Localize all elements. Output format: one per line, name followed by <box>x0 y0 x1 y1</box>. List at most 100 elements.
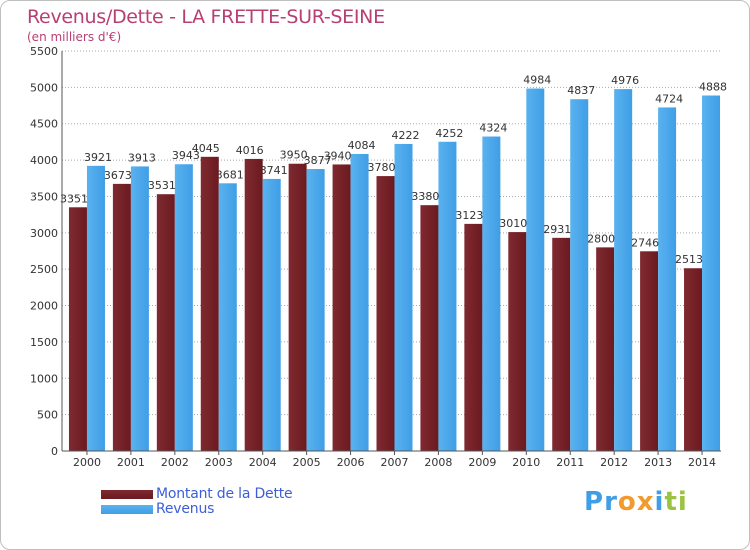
data-label-dette: 3380 <box>411 190 439 203</box>
x-tick-label: 2002 <box>161 456 189 469</box>
bar-revenus <box>218 183 237 452</box>
logo-letter: x <box>636 487 655 517</box>
data-label-dette: 3940 <box>324 149 352 162</box>
bar-revenus <box>482 136 501 451</box>
data-label-revenus: 3877 <box>304 154 332 167</box>
legend-swatch-revenus <box>101 505 153 514</box>
logo-letter: P <box>584 487 605 517</box>
y-tick-label: 0 <box>51 445 58 458</box>
x-tick-label: 2003 <box>205 456 233 469</box>
data-label-dette: 3950 <box>280 149 308 162</box>
x-tick-label: 2011 <box>556 456 584 469</box>
data-label-dette: 2800 <box>587 232 615 245</box>
bar-dette <box>464 223 483 451</box>
bar-revenus <box>174 164 193 451</box>
data-label-revenus: 4324 <box>479 122 507 135</box>
data-label-dette: 3531 <box>148 179 176 192</box>
bar-dette <box>156 194 175 451</box>
bar-dette <box>332 164 351 452</box>
y-tick-label: 500 <box>37 409 58 422</box>
data-label-dette: 4016 <box>236 144 264 157</box>
bar-revenus <box>86 165 105 451</box>
x-tick-label: 2005 <box>293 456 321 469</box>
data-label-dette: 4045 <box>192 142 220 155</box>
data-label-revenus: 4084 <box>348 139 376 152</box>
bar-revenus <box>658 107 677 451</box>
logo-letter: r <box>604 487 618 517</box>
bar-revenus <box>702 95 721 451</box>
bar-dette <box>112 183 131 451</box>
bars <box>68 88 721 452</box>
proxiti-logo: Proxiti <box>584 487 688 517</box>
legend-label-dette: Montant de la Dette <box>156 486 293 502</box>
x-tick-label: 2012 <box>600 456 628 469</box>
bar-revenus <box>262 178 281 451</box>
logo-letter: i <box>654 487 665 517</box>
y-tick-label: 3500 <box>30 190 58 203</box>
bar-dette <box>596 247 615 451</box>
y-tick-label: 1500 <box>30 336 58 349</box>
bar-revenus <box>350 153 369 451</box>
bar-dette <box>420 205 439 451</box>
bar-dette <box>288 163 307 451</box>
chart-subtitle: (en milliers d'€) <box>27 30 122 44</box>
data-label-revenus: 3943 <box>172 149 200 162</box>
data-label-dette: 2931 <box>543 223 571 236</box>
bar-revenus <box>614 89 633 451</box>
data-label-dette: 3673 <box>104 169 132 182</box>
chart-title: Revenus/Dette - LA FRETTE-SUR-SEINE <box>27 6 385 28</box>
data-label-dette: 3123 <box>455 209 483 222</box>
x-tick-label: 2000 <box>73 456 101 469</box>
data-label-dette: 2513 <box>675 253 703 266</box>
bar-revenus <box>130 166 149 451</box>
data-label-revenus: 4837 <box>567 84 595 97</box>
bar-revenus <box>570 99 589 451</box>
data-label-dette: 3010 <box>499 217 527 230</box>
bar-dette <box>244 158 263 451</box>
y-tick-label: 3000 <box>30 227 58 240</box>
legend-label-revenus: Revenus <box>156 501 215 517</box>
logo-letter: o <box>617 487 637 517</box>
y-tick-label: 1000 <box>30 372 58 385</box>
x-tick-label: 2008 <box>424 456 452 469</box>
data-label-revenus: 4976 <box>611 74 639 87</box>
y-tick-label: 4500 <box>30 118 58 131</box>
x-tick-label: 2010 <box>512 456 540 469</box>
data-label-revenus: 4724 <box>655 92 683 105</box>
bar-dette <box>508 232 527 451</box>
x-tick-label: 2007 <box>381 456 409 469</box>
bar-dette <box>552 237 571 451</box>
y-tick-label: 5000 <box>30 81 58 94</box>
x-tick-label: 2006 <box>337 456 365 469</box>
data-label-revenus: 4984 <box>523 74 551 87</box>
bar-dette <box>684 268 703 451</box>
legend-swatch-dette <box>101 490 153 499</box>
data-label-revenus: 4888 <box>699 81 727 94</box>
y-tick-label: 2000 <box>30 300 58 313</box>
bar-dette <box>200 156 219 451</box>
data-label-revenus: 3741 <box>260 164 288 177</box>
data-label-dette: 3780 <box>368 161 396 174</box>
data-label-revenus: 4252 <box>435 127 463 140</box>
data-label-revenus: 4222 <box>392 129 420 142</box>
logo-letter: t <box>664 487 678 517</box>
x-tick-label: 2014 <box>688 456 716 469</box>
x-tick-label: 2013 <box>644 456 672 469</box>
bar-dette <box>376 176 395 451</box>
x-tick-label: 2001 <box>117 456 145 469</box>
bar-revenus <box>394 143 413 452</box>
x-tick-label: 2009 <box>468 456 496 469</box>
axes: 0 500 1000 1500 2000 2500 3000 3500 4000 4500 5000… <box>30 45 721 469</box>
bar-dette <box>68 207 87 451</box>
y-tick-label: 4000 <box>30 154 58 167</box>
bar-revenus <box>306 169 325 451</box>
bar-revenus <box>438 141 457 451</box>
data-label-revenus: 3681 <box>216 168 244 181</box>
data-label-revenus: 3921 <box>84 151 112 164</box>
data-label-dette: 3351 <box>60 192 88 205</box>
x-tick-label: 2004 <box>249 456 277 469</box>
y-tick-label: 5500 <box>30 45 58 58</box>
